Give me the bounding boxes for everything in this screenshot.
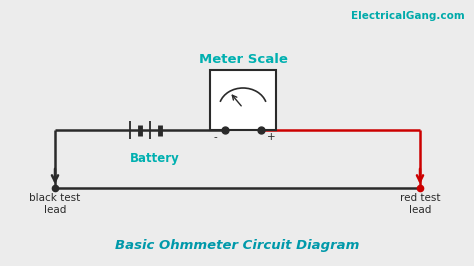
Text: black test
lead: black test lead — [29, 193, 81, 215]
Text: Meter Scale: Meter Scale — [199, 53, 287, 66]
Text: Basic Ohmmeter Circuit Diagram: Basic Ohmmeter Circuit Diagram — [115, 239, 359, 252]
Text: ElectricalGang.com: ElectricalGang.com — [351, 11, 465, 21]
Text: Battery: Battery — [130, 152, 180, 165]
Text: red test
lead: red test lead — [400, 193, 440, 215]
Text: +: + — [267, 132, 275, 142]
Text: -: - — [213, 132, 217, 142]
Bar — [210, 70, 276, 130]
